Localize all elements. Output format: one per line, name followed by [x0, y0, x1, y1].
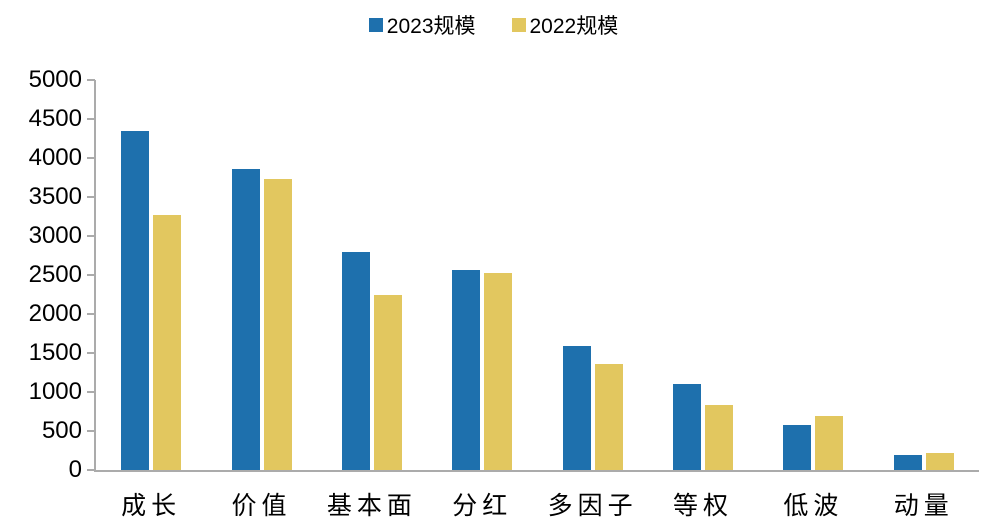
bar-group-2: 价值 [206, 80, 316, 520]
bar-2022规模-低波 [815, 416, 844, 470]
y-axis-label: 3000 [28, 222, 82, 249]
y-axis-tick [87, 157, 95, 159]
y-axis-tick [87, 274, 95, 276]
y-axis-label: 2500 [28, 261, 82, 288]
y-axis-tick [87, 469, 95, 471]
y-axis-label: 500 [41, 417, 82, 444]
legend-swatch-2023 [368, 18, 383, 32]
legend-label-2023: 2023规模 [386, 15, 476, 38]
legend-swatch-2022 [511, 18, 526, 32]
x-axis-label: 基本面 [326, 493, 417, 520]
y-axis-tick [87, 391, 95, 393]
bar-2022规模-基本面 [373, 295, 402, 470]
legend-label-2022: 2022规模 [529, 15, 619, 38]
bar-2022规模-多因子 [594, 363, 623, 470]
bar-group-5: 多因子 [538, 80, 648, 520]
x-axis-label: 价值 [231, 493, 292, 520]
bar-2023规模-成长 [121, 130, 150, 470]
y-axis-label: 5000 [28, 66, 82, 93]
x-axis-label: 分红 [452, 493, 513, 520]
x-axis-label: 动量 [893, 493, 954, 520]
y-axis-tick [87, 430, 95, 432]
x-axis-label: 成长 [121, 493, 182, 520]
legend-item-2022: 2022规模 [511, 10, 619, 40]
y-axis-label: 4500 [28, 105, 82, 132]
y-axis-label: 2000 [28, 300, 82, 327]
bar-2023规模-多因子 [562, 345, 591, 470]
bar-2023规模-动量 [893, 455, 922, 470]
y-axis-label: 1000 [28, 378, 82, 405]
bar-group-7: 低波 [758, 80, 868, 520]
plot-area: 0 500 1000 1500 2000 2500 3000 3500 4000 4500 5000… [29, 68, 979, 520]
bar-2023规模-分红 [452, 270, 481, 470]
bar-2022规模-价值 [263, 179, 292, 470]
bar-2023规模-等权 [673, 384, 702, 470]
bar-2023规模-低波 [783, 424, 812, 470]
y-axis-tick [87, 313, 95, 315]
y-axis-label: 1500 [28, 339, 82, 366]
y-axis-label: 3500 [28, 183, 82, 210]
bar-group-4: 分红 [427, 80, 537, 520]
bar-group-8: 动量 [869, 80, 979, 520]
legend-item-2023: 2023规模 [368, 10, 476, 40]
x-axis-label: 低波 [783, 493, 844, 520]
x-axis-label: 等权 [673, 493, 734, 520]
y-axis-tick [87, 196, 95, 198]
bar-2022规模-等权 [705, 405, 734, 470]
bar-2022规模-成长 [153, 214, 182, 470]
chart-legend: 2023规模 2022规模 [0, 10, 987, 40]
y-axis-tick [87, 235, 95, 237]
y-axis-tick [87, 118, 95, 120]
y-axis-label: 4000 [28, 144, 82, 171]
y-axis-tick [87, 352, 95, 354]
bar-group-3: 基本面 [317, 80, 427, 520]
bar-group-6: 等权 [648, 80, 758, 520]
x-axis-label: 多因子 [547, 493, 638, 520]
y-axis-label: 0 [68, 456, 82, 483]
bar-2022规模-动量 [925, 452, 954, 470]
bar-2022规模-分红 [484, 272, 513, 470]
bar-2023规模-价值 [231, 168, 260, 470]
bar-2023规模-基本面 [341, 252, 370, 470]
bar-group-1: 成长 [96, 80, 206, 520]
y-axis-tick [87, 79, 95, 81]
